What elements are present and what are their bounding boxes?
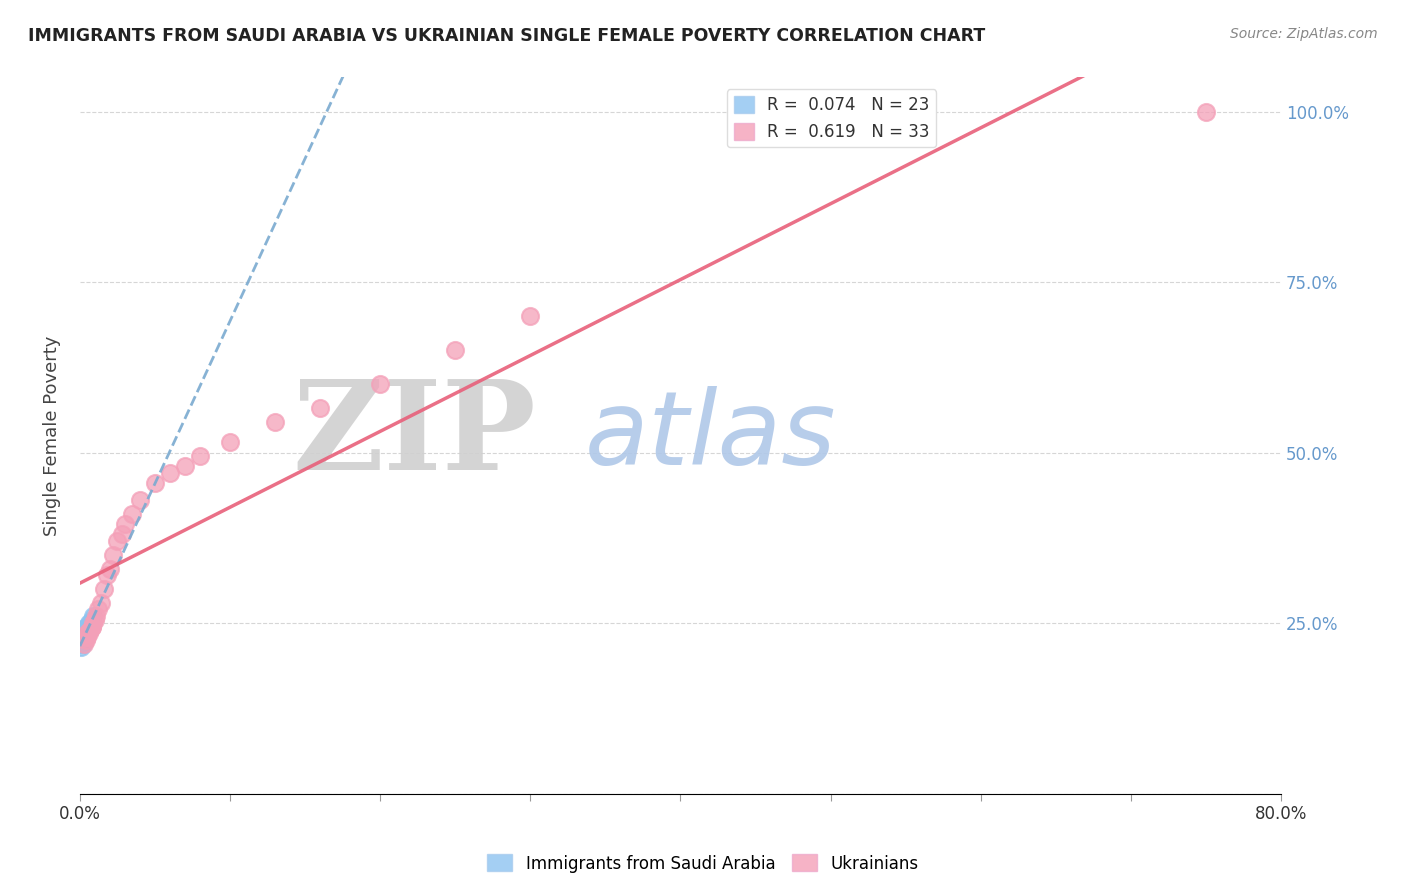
Point xyxy=(70,637,93,651)
Point xyxy=(368,377,391,392)
Y-axis label: Single Female Poverty: Single Female Poverty xyxy=(44,335,60,536)
Point xyxy=(101,548,124,562)
Legend: Immigrants from Saudi Arabia, Ukrainians: Immigrants from Saudi Arabia, Ukrainians xyxy=(481,847,925,880)
Text: IMMIGRANTS FROM SAUDI ARABIA VS UKRAINIAN SINGLE FEMALE POVERTY CORRELATION CHAR: IMMIGRANTS FROM SAUDI ARABIA VS UKRAINIA… xyxy=(28,27,986,45)
Point xyxy=(129,493,152,508)
Point xyxy=(76,626,98,640)
Point xyxy=(93,582,115,596)
Point xyxy=(82,609,104,624)
Point xyxy=(143,476,166,491)
Point xyxy=(70,640,93,654)
Point xyxy=(79,619,101,633)
Text: ZIP: ZIP xyxy=(292,375,536,496)
Legend: R =  0.074   N = 23, R =  0.619   N = 33: R = 0.074 N = 23, R = 0.619 N = 33 xyxy=(727,89,936,147)
Point xyxy=(77,616,100,631)
Point xyxy=(73,626,96,640)
Point xyxy=(188,449,211,463)
Point xyxy=(96,568,118,582)
Point xyxy=(72,630,94,644)
Point xyxy=(264,415,287,429)
Point xyxy=(73,630,96,644)
Point xyxy=(73,637,96,651)
Point xyxy=(75,626,97,640)
Point xyxy=(73,626,96,640)
Point xyxy=(77,619,100,633)
Point xyxy=(76,630,98,644)
Point xyxy=(219,435,242,450)
Point xyxy=(76,623,98,637)
Point xyxy=(75,633,97,648)
Point xyxy=(519,309,541,323)
Point xyxy=(309,401,332,416)
Point xyxy=(72,633,94,648)
Point xyxy=(159,466,181,480)
Point xyxy=(114,517,136,532)
Point xyxy=(121,507,143,521)
Point xyxy=(1195,104,1218,119)
Point xyxy=(83,613,105,627)
Point xyxy=(90,596,112,610)
Point xyxy=(72,637,94,651)
Point xyxy=(111,527,134,541)
Text: atlas: atlas xyxy=(585,385,835,485)
Point xyxy=(79,623,101,637)
Point xyxy=(87,602,110,616)
Point xyxy=(75,619,97,633)
Text: Source: ZipAtlas.com: Source: ZipAtlas.com xyxy=(1230,27,1378,41)
Point xyxy=(79,616,101,631)
Point xyxy=(80,613,103,627)
Point xyxy=(73,633,96,648)
Point xyxy=(444,343,467,358)
Point xyxy=(77,623,100,637)
Point xyxy=(77,626,100,640)
Point xyxy=(80,616,103,631)
Point xyxy=(75,623,97,637)
Point xyxy=(174,459,197,474)
Point xyxy=(107,534,129,549)
Point xyxy=(76,619,98,633)
Point xyxy=(86,609,108,624)
Point xyxy=(76,626,98,640)
Point xyxy=(98,561,121,575)
Point xyxy=(80,619,103,633)
Point xyxy=(82,616,104,631)
Point xyxy=(80,619,103,633)
